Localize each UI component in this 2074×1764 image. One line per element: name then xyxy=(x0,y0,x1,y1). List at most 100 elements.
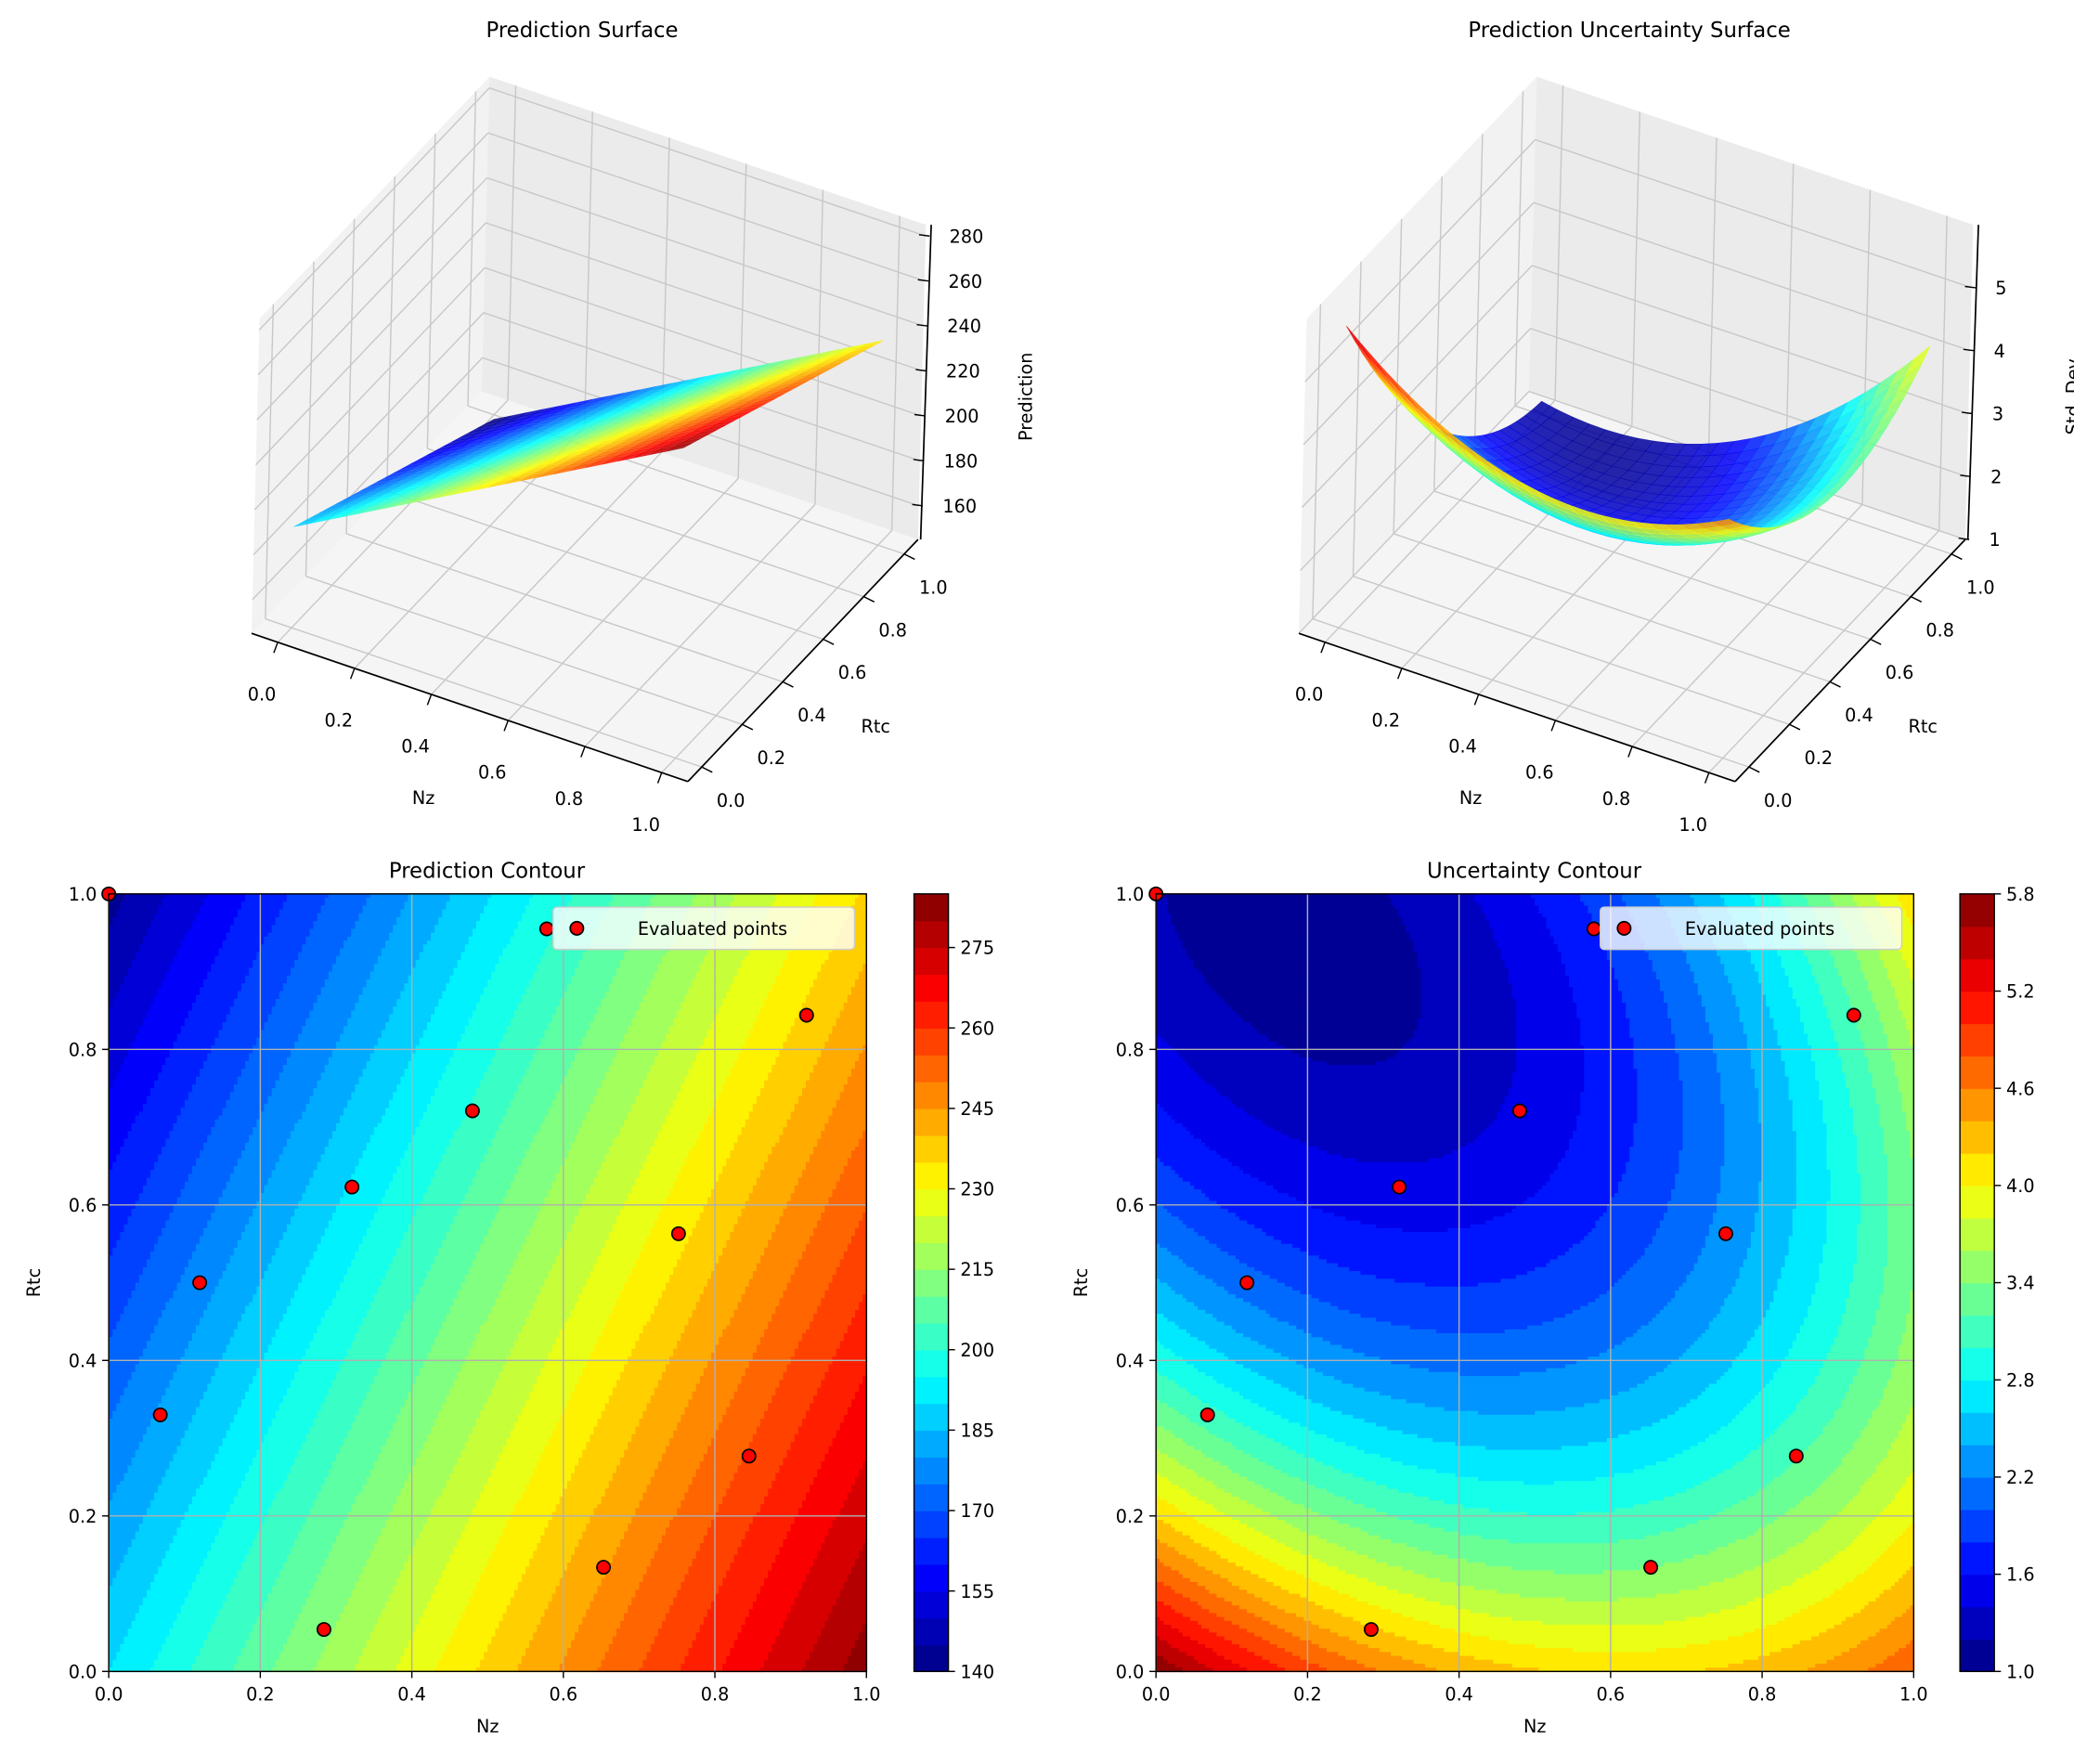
x-tick-label: 0.6 xyxy=(1525,762,1554,784)
grid-line xyxy=(1304,138,1536,383)
y-tick-label: 0.2 xyxy=(758,747,786,769)
y-tick-label: 1.0 xyxy=(1966,577,1995,598)
y-tick xyxy=(823,638,835,645)
grid-line xyxy=(265,617,703,768)
grid-line xyxy=(1530,328,1967,477)
grid-line xyxy=(1303,201,1535,446)
surface-patch xyxy=(667,443,693,452)
grid-line xyxy=(1533,201,1971,352)
y-tick-label: 0.8 xyxy=(878,619,907,641)
y-tick-label: 0.0 xyxy=(1764,790,1793,811)
z-axis-label: Prediction xyxy=(1015,353,1036,441)
grid-line xyxy=(1938,215,1948,531)
grid-line xyxy=(253,266,486,511)
grid-line xyxy=(584,503,816,747)
x-tick-label: 0.6 xyxy=(478,762,507,784)
grid-line xyxy=(486,176,924,327)
grid-line xyxy=(507,85,517,401)
grid-line xyxy=(484,266,922,417)
grid-line xyxy=(1298,391,1530,634)
x-tick-label: 0.2 xyxy=(325,710,354,732)
y-tick-label: 0.2 xyxy=(1805,747,1834,769)
x-tick-label: 0.4 xyxy=(1448,736,1477,758)
grid-line xyxy=(488,87,927,237)
grid-line xyxy=(1312,617,1750,768)
z-tick-label: 260 xyxy=(948,271,982,292)
y-tick xyxy=(863,595,875,603)
x-tick-label: 0.0 xyxy=(248,683,277,705)
x-axis-label: Nz xyxy=(412,787,434,809)
grid-line xyxy=(1312,304,1322,619)
title-uncertainty-surface: Prediction Uncertainty Surface xyxy=(1468,19,1790,43)
x-tick-label: 1.0 xyxy=(1679,814,1707,836)
z-tick-label: 4 xyxy=(1994,341,2005,362)
grid-line xyxy=(1535,138,1972,289)
grid-line xyxy=(1353,576,1790,725)
grid-line xyxy=(1708,530,1940,773)
z-tick-label: 180 xyxy=(944,450,979,472)
x-tick-label: 0.4 xyxy=(401,736,430,758)
grid-line xyxy=(253,312,485,555)
y-tick-label: 0.6 xyxy=(838,662,867,683)
z-tick-label: 240 xyxy=(947,316,981,337)
grid-line xyxy=(737,163,747,479)
grid-line xyxy=(1433,490,1871,641)
z-tick-label: 1 xyxy=(1989,529,2000,551)
prediction-surface-plot: 0.00.20.40.60.81.00.00.20.40.60.81.01601… xyxy=(248,76,1036,836)
z-tick-label: 280 xyxy=(950,226,984,247)
y-tick xyxy=(782,681,794,688)
grid-line xyxy=(584,111,593,427)
grid-line xyxy=(256,177,488,421)
grid-line xyxy=(1352,261,1362,577)
grid-line xyxy=(507,477,739,721)
x-tick-label: 0.8 xyxy=(555,788,584,810)
grid-line xyxy=(1631,111,1641,427)
grid-line xyxy=(467,91,477,407)
grid-line xyxy=(1300,328,1532,571)
x-tick-label: 0.8 xyxy=(1602,788,1631,810)
x-tick xyxy=(273,642,279,654)
x-axis-line xyxy=(251,632,689,783)
z-tick xyxy=(912,503,924,507)
grid-line xyxy=(252,357,484,601)
x-tick xyxy=(656,772,663,784)
y-axis-line xyxy=(687,538,919,783)
z-tick xyxy=(918,234,930,237)
z-tick xyxy=(914,413,926,417)
grid-line xyxy=(1433,175,1443,491)
z-tick xyxy=(916,323,927,327)
z-axis-label: Std. Dev xyxy=(2062,358,2074,435)
y-tick xyxy=(742,723,754,731)
grid-line xyxy=(1707,137,1718,453)
z-tick-label: 5 xyxy=(1995,278,2006,299)
grid-line xyxy=(265,304,275,619)
x-tick-label: 0.2 xyxy=(1372,710,1401,732)
grid-line xyxy=(1514,91,1524,407)
grid-line xyxy=(385,175,395,491)
y-tick-label: 0.4 xyxy=(797,705,826,726)
z-tick-label: 200 xyxy=(945,406,979,427)
left-pane xyxy=(1299,76,1537,634)
grid-line xyxy=(386,490,823,641)
grid-line xyxy=(345,533,784,683)
prediction-contour-plot: 0.00.00.20.20.40.40.60.60.80.81.01.0NzRt… xyxy=(23,884,994,1737)
grid-line xyxy=(890,215,901,531)
grid-line xyxy=(1554,85,1564,401)
grid-line xyxy=(487,132,926,282)
title-prediction-contour: Prediction Contour xyxy=(389,860,586,884)
grid-line xyxy=(305,576,743,725)
y-axis-label: Rtc xyxy=(862,716,890,737)
grid-line xyxy=(426,134,436,449)
grid-line xyxy=(1393,533,1831,683)
x-tick-label: 0.0 xyxy=(1295,683,1324,705)
x-axis-label: Nz xyxy=(1459,787,1482,809)
grid-line xyxy=(1301,265,1533,509)
y-tick-label: 0.0 xyxy=(717,790,745,811)
grid-line xyxy=(257,132,489,376)
y-tick xyxy=(701,766,713,773)
x-tick xyxy=(349,668,356,680)
grid-line xyxy=(345,218,356,534)
y-tick xyxy=(903,553,915,561)
grid-line xyxy=(1393,218,1403,534)
grid-line xyxy=(486,222,923,372)
